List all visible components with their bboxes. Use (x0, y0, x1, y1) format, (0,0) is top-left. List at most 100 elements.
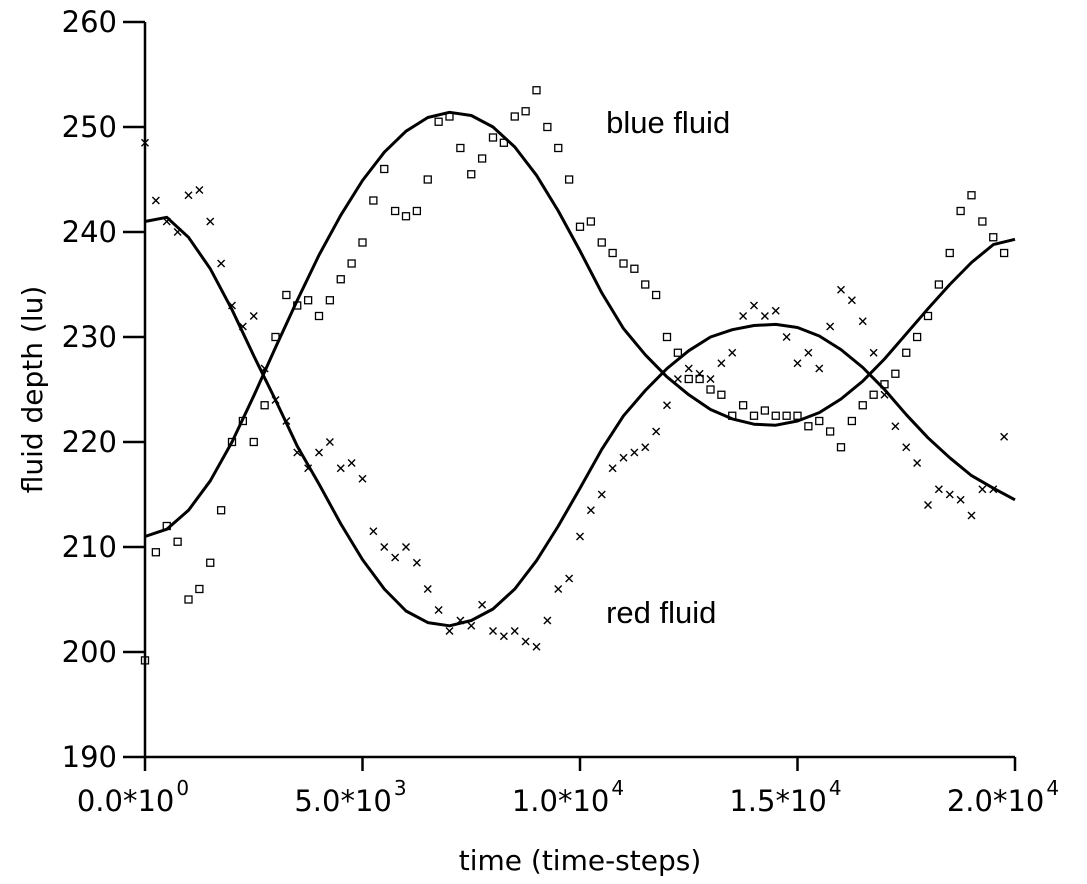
square-point (760, 406, 770, 415)
cross-point (967, 511, 976, 520)
square-point (717, 390, 726, 399)
cross-point (869, 348, 878, 357)
square-point (303, 296, 313, 305)
x-axis-label: time (time-steps) (459, 844, 702, 877)
cross-point (347, 459, 356, 467)
cross-point (891, 422, 900, 431)
y-tick-label: 240 (62, 215, 117, 249)
square-point (249, 437, 258, 447)
axes (123, 20, 1017, 771)
chart-labels: 190 200 210 220 230 240 250 260 0.0*10 0 5.0*10 3 1.… (16, 5, 1059, 877)
cross-point (782, 333, 791, 341)
cross-point (184, 191, 193, 200)
x-tick-exponent: 4 (1046, 776, 1059, 800)
square-point (325, 296, 335, 305)
cross-point (858, 317, 867, 326)
cross-point (739, 312, 748, 320)
square-point (695, 374, 704, 384)
cross-point (586, 506, 595, 515)
square-point (782, 411, 791, 420)
square-point (912, 332, 922, 342)
cross-point (608, 464, 617, 473)
square-point (673, 348, 683, 357)
cross-point (412, 558, 421, 567)
square-point (423, 175, 432, 184)
square-point (684, 374, 693, 384)
square-point (151, 548, 161, 557)
cross-point (249, 312, 258, 320)
cross-point (151, 196, 160, 205)
square-point (434, 117, 443, 126)
cross-point (826, 322, 835, 331)
square-point (858, 401, 867, 410)
cross-point (652, 427, 661, 436)
cross-point (141, 138, 149, 147)
square-point (369, 196, 378, 205)
square-point (662, 332, 672, 342)
square-point (902, 348, 911, 357)
cross-point (804, 348, 813, 357)
square-point (999, 248, 1009, 258)
square-point (630, 264, 639, 273)
x-tick-mantissa: 2.0*10 (947, 784, 1045, 818)
square-point (836, 443, 846, 452)
cross-point (554, 585, 563, 593)
cross-point (945, 490, 954, 499)
square-point (934, 280, 944, 289)
square-point (749, 411, 759, 420)
x-tick-mantissa: 5.0*10 (294, 784, 392, 818)
square-point (412, 206, 422, 216)
cross-point (684, 364, 693, 373)
x-tick-exponent: 4 (829, 776, 842, 800)
y-tick-label: 250 (62, 110, 117, 144)
square-point (314, 311, 324, 321)
cross-point (195, 186, 204, 194)
y-tick-label: 200 (62, 635, 117, 669)
x-tick-label: 0.0*10 0 (77, 776, 189, 818)
x-tick-mantissa: 1.5*10 (729, 784, 827, 818)
square-point (956, 206, 965, 216)
cross-point (673, 375, 682, 383)
y-tick-label: 190 (62, 740, 117, 774)
square-point (140, 656, 150, 665)
x-tick-exponent: 4 (611, 776, 624, 800)
annotation-label: red fluid (606, 595, 716, 630)
cross-point (499, 632, 508, 641)
y-tick-label: 220 (62, 425, 117, 459)
x-tick-exponent: 3 (394, 776, 407, 800)
cross-point (489, 627, 497, 635)
square-point (390, 206, 400, 216)
cross-point (369, 527, 378, 536)
square-point (619, 259, 628, 268)
chart-marks (140, 86, 1016, 665)
cross-point (380, 543, 389, 551)
square-point (825, 427, 835, 436)
cross-point (934, 485, 943, 494)
y-tick-label: 260 (62, 5, 117, 39)
cross-point (402, 543, 410, 551)
square-point (336, 275, 345, 284)
cross-point (793, 359, 802, 368)
square-point (891, 369, 900, 378)
cross-point (532, 642, 541, 651)
cross-point (543, 616, 552, 625)
square-point (467, 170, 476, 179)
square-point (184, 595, 193, 604)
cross-point (336, 464, 345, 473)
cross-point (445, 627, 454, 635)
x-tick-exponent: 0 (176, 776, 189, 800)
x-tick-label: 5.0*10 3 (294, 776, 406, 818)
cross-point (434, 606, 443, 614)
cross-point (641, 443, 650, 452)
annotation-label: blue fluid (606, 105, 730, 140)
fit-curve-line (144, 110, 1016, 538)
square-point (499, 138, 509, 147)
cross-point (902, 443, 911, 452)
cross-point (325, 438, 334, 446)
square-point (543, 122, 552, 132)
square-point (706, 385, 715, 394)
square-point (771, 411, 780, 420)
cross-point (695, 369, 704, 378)
cross-point (978, 485, 987, 494)
cross-point (771, 306, 780, 315)
